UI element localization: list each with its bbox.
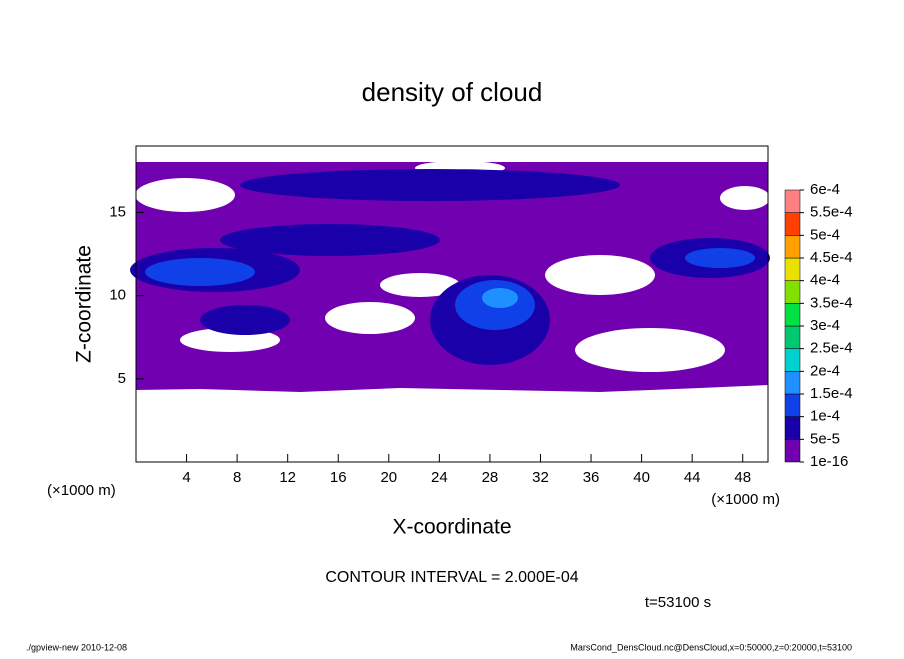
clear-region [575,328,725,372]
colorbar-label: 4e-4 [810,272,840,289]
x-tick-label: 16 [330,469,347,486]
x-tick-label: 32 [532,469,549,486]
colorbar-box [784,348,801,372]
x-tick-label: 24 [431,469,448,486]
x-axis-label: X-coordinate [392,516,511,539]
clear-region [720,186,770,210]
colorbar-box [784,325,801,349]
dense-region [482,288,518,308]
colorbar-label: 5e-5 [810,430,840,447]
dense-region [685,248,755,268]
x-tick-label: 28 [482,469,499,486]
plot-frame [135,145,769,463]
x-tick-label: 8 [233,469,241,486]
footer-right: MarsCond_DensCloud.nc@DensCloud,x=0:5000… [570,642,852,652]
colorbar-label: 3e-4 [810,317,840,334]
colorbar-box [784,416,801,440]
y-tick-label: 15 [109,203,126,220]
footer-left: ./gpview-new 2010-12-08 [26,642,127,652]
colorbar-label: 5.5e-4 [810,204,853,221]
colorbar-box [784,439,801,463]
x-tick-label: 20 [380,469,397,486]
clear-region [325,302,415,334]
colorbar-label: 2.5e-4 [810,340,853,357]
dense-region [200,305,290,335]
clear-region [380,273,460,297]
y-tick-label: 5 [118,370,126,387]
colorbar-label: 3.5e-4 [810,294,853,311]
clear-region [135,178,235,212]
chart-title: density of cloud [362,77,543,107]
colorbar-box [784,235,801,259]
x-tick-label: 44 [684,469,701,486]
dense-region [145,258,255,286]
x-tick-label: 40 [633,469,650,486]
colorbar-box [784,280,801,304]
colorbar-box [784,303,801,327]
colorbar-label: 6e-4 [810,181,840,198]
dense-region [220,224,440,256]
x-tick-label: 48 [734,469,751,486]
dense-region [240,169,620,201]
colorbar-label: 2e-4 [810,362,840,379]
colorbar-label: 4.5e-4 [810,249,853,266]
contour-interval: CONTOUR INTERVAL = 2.000E-04 [325,569,578,586]
colorbar-box [784,393,801,417]
y-unit: (×1000 m) [47,482,116,499]
colorbar-box [784,212,801,236]
colorbar-box [784,189,801,213]
colorbar-label: 1e-16 [810,453,848,470]
colorbar-box [784,371,801,395]
x-unit: (×1000 m) [711,491,780,508]
x-tick-label: 36 [583,469,600,486]
colorbar-label: 5e-4 [810,226,840,243]
x-tick-label: 4 [182,469,190,486]
colorbar-label: 1.5e-4 [810,385,853,402]
y-tick-label: 10 [109,287,126,304]
x-tick-label: 12 [279,469,296,486]
clear-region [545,255,655,295]
colorbar-box [784,257,801,281]
y-axis-label: Z-coordinate [73,245,96,363]
field-approximation [130,161,770,392]
colorbar-label: 1e-4 [810,408,840,425]
time-label: t=53100 s [645,594,711,611]
